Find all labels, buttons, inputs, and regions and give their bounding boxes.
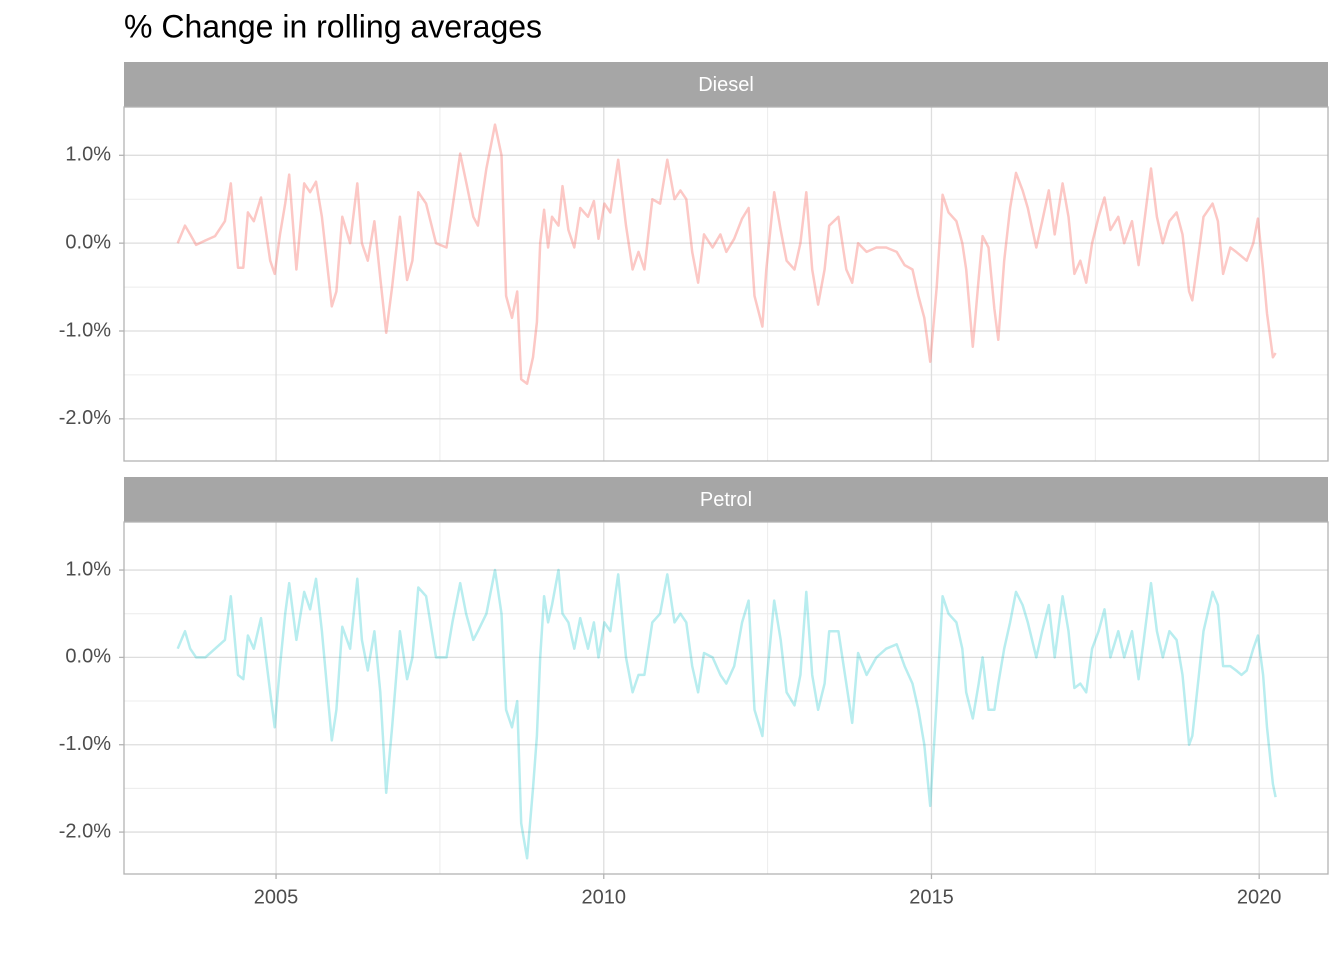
chart-title: % Change in rolling averages [124,8,542,44]
x-tick-label: 2010 [582,886,627,908]
y-tick-label: 0.0% [65,231,111,253]
x-tick-label: 2020 [1237,886,1282,908]
y-tick-label: 0.0% [65,646,111,668]
strip-label: Petrol [700,489,752,511]
x-tick-label: 2015 [909,886,954,908]
strip [124,477,1328,522]
y-tick-label: -1.0% [59,733,111,755]
panel-border [123,106,1329,462]
y-tick-label: 1.0% [65,144,111,166]
y-tick-label: -2.0% [59,820,111,842]
y-tick-label: -1.0% [59,319,111,341]
series-line [176,568,1277,860]
strip-label: Diesel [698,74,754,96]
strip [124,62,1328,107]
x-tick-label: 2005 [254,886,299,908]
series-line [176,123,1277,385]
panel-border [123,521,1329,875]
y-tick-label: -2.0% [59,407,111,429]
y-tick-label: 1.0% [65,558,111,580]
